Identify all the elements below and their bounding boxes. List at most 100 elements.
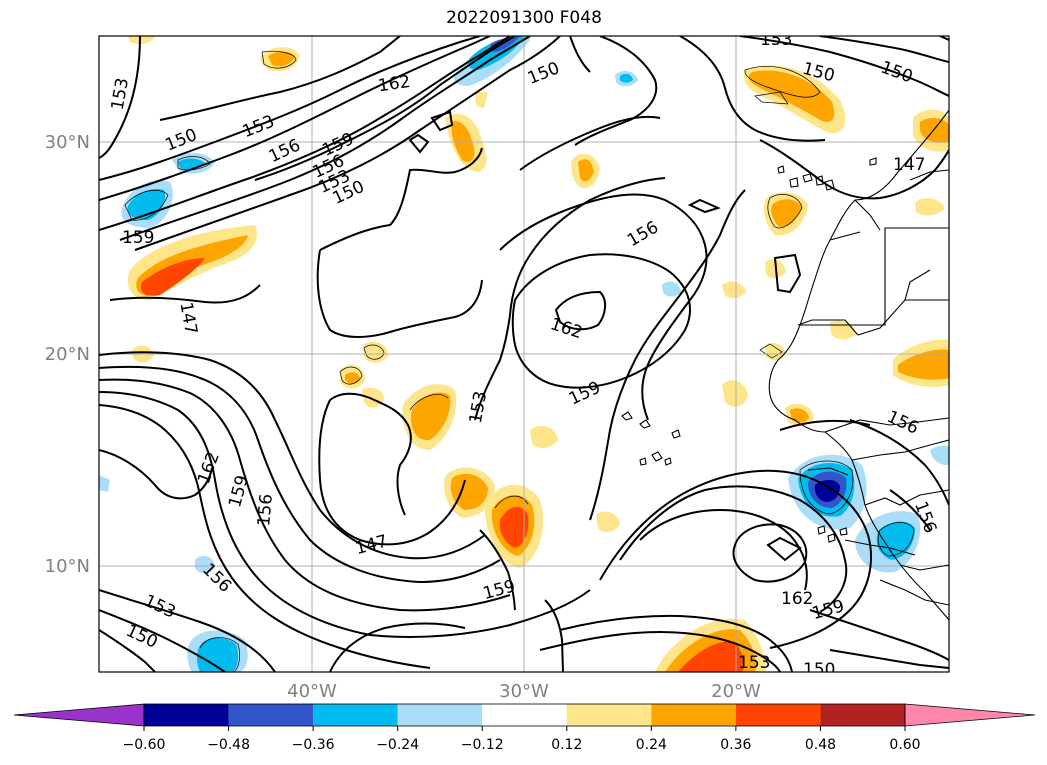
- anomaly-region: [490, 36, 520, 52]
- island: [639, 457, 647, 466]
- anomaly-region: [748, 70, 835, 122]
- anomaly-region: [915, 198, 945, 216]
- anomaly-region: [196, 637, 239, 672]
- anomaly-region: [268, 51, 295, 67]
- island: [802, 173, 813, 183]
- colorbar-tick-label: −0.12: [461, 737, 504, 753]
- anomaly-region: [662, 281, 681, 297]
- country-border: [824, 417, 949, 433]
- island: [664, 457, 672, 466]
- country-border: [864, 489, 949, 506]
- anomaly-region: [790, 408, 809, 423]
- anomaly-region: [99, 475, 110, 492]
- colorbar-tick-label: 0.36: [720, 737, 751, 753]
- colorbar-tick-label: −0.48: [207, 737, 250, 753]
- lat-label-10n: 10°N: [45, 556, 90, 577]
- anomaly-outlines: [124, 50, 915, 672]
- anomaly-region: [578, 159, 594, 182]
- colorbar-tick-label: −0.24: [376, 737, 419, 753]
- anomaly-region: [678, 641, 745, 672]
- lon-label-20w: 20°W: [711, 681, 761, 702]
- contour-label: 153: [738, 653, 770, 673]
- axis-labels: 30°N 20°N 10°N 40°W 30°W 20°W: [45, 132, 761, 702]
- contour-label: 162: [781, 589, 813, 609]
- island: [671, 429, 681, 439]
- island: [621, 411, 633, 421]
- anomaly-region: [898, 349, 949, 380]
- anomaly-region: [530, 425, 558, 449]
- contour-label: 162: [377, 72, 412, 96]
- lat-label-30n: 30°N: [45, 132, 90, 153]
- island: [815, 175, 824, 186]
- map-title: 2022091300 F048: [446, 8, 602, 28]
- anomaly-region: [930, 445, 949, 466]
- anomaly-region: [620, 73, 633, 83]
- height-contours: [99, 36, 949, 672]
- lon-label-30w: 30°W: [499, 681, 549, 702]
- colorbar-extend-high: [904, 703, 1036, 727]
- anomaly-region: [195, 555, 215, 574]
- contour-label: 153: [760, 30, 792, 50]
- island: [817, 525, 826, 535]
- anomaly-region: [140, 258, 205, 296]
- contour-label: 150: [803, 660, 835, 680]
- map-frame: [98, 35, 950, 673]
- colorbar-segment: [482, 704, 567, 726]
- island: [827, 533, 836, 543]
- contour-label: 159: [122, 228, 154, 248]
- african-coastline: [768, 109, 949, 621]
- colorbar: −0.60 −0.48 −0.36 −0.24 −0.12 0.12 0.24 0.36 0.4…: [13, 703, 1036, 753]
- anomaly-region: [596, 511, 620, 533]
- anomaly-region: [765, 342, 786, 361]
- anomaly-region: [722, 281, 746, 299]
- colorbar-segment: [397, 704, 483, 726]
- island: [789, 177, 799, 188]
- anomaly-region: [499, 506, 529, 548]
- colorbar-tick-label: 0.60: [889, 737, 920, 753]
- island: [639, 419, 651, 429]
- country-border: [844, 539, 916, 556]
- colorbar-segment: [144, 704, 229, 726]
- colorbar-segment: [313, 704, 398, 726]
- anomaly-region: [920, 118, 949, 143]
- anomaly-region: [814, 479, 840, 502]
- anomaly-region: [771, 199, 802, 228]
- anomaly-region: [410, 392, 451, 441]
- lon-label-40w: 40°W: [287, 681, 337, 702]
- country-border: [800, 227, 949, 326]
- country-border: [851, 439, 949, 461]
- anomaly-region: [722, 380, 748, 407]
- country-border: [909, 169, 949, 181]
- colorbar-tick-label: −0.36: [292, 737, 335, 753]
- anomaly-region: [876, 521, 915, 560]
- lat-label-20n: 20°N: [45, 344, 90, 365]
- colorbar-tick-label: 0.12: [551, 737, 582, 753]
- colorbar-extend-low: [13, 703, 145, 727]
- colorbar-tick-label: −0.60: [123, 737, 166, 753]
- country-border: [797, 319, 859, 336]
- colorbar-segment: [651, 704, 736, 726]
- anomaly-region: [475, 92, 488, 108]
- colorbar-segment: [820, 704, 905, 726]
- anomaly-region: [345, 372, 360, 384]
- country-border: [829, 231, 861, 241]
- colorbar-tick-label: 0.48: [805, 737, 836, 753]
- graticule: [99, 36, 949, 672]
- contour-label: 156: [254, 493, 277, 527]
- anomaly-region: [450, 473, 488, 510]
- island: [651, 451, 663, 462]
- anomaly-region: [128, 36, 155, 44]
- colorbar-outline: [143, 703, 906, 727]
- shaded-anomalies: [99, 36, 949, 672]
- contour-label: 147: [893, 155, 925, 175]
- colorbar-segment: [735, 704, 821, 726]
- colorbar-segment: [566, 704, 652, 726]
- map-panel: 153 153 150 162 150 150 150 153 156 159 …: [99, 30, 949, 680]
- country-border: [807, 467, 849, 476]
- coastlines: [621, 109, 949, 621]
- country-border: [854, 199, 881, 231]
- country-border: [899, 564, 949, 571]
- island: [777, 165, 785, 174]
- country-border: [879, 579, 949, 606]
- island: [869, 157, 877, 166]
